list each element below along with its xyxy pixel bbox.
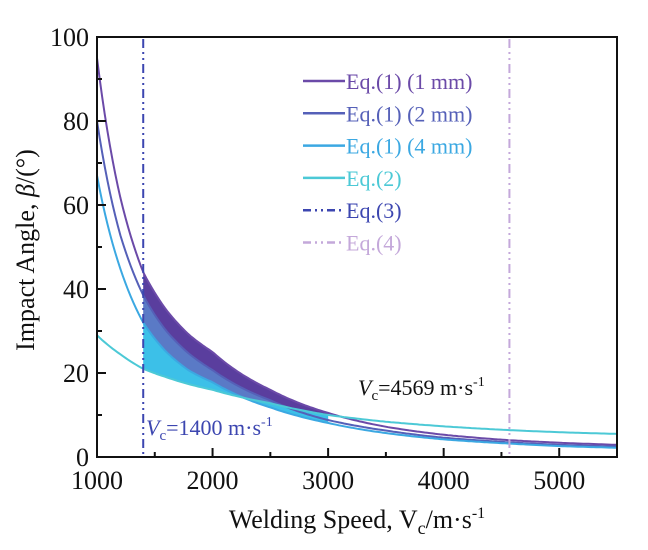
x-tick-label: 2000 xyxy=(187,466,239,495)
legend-item: Eq.(1) (4 mm) xyxy=(303,134,472,159)
x-tick-label: 3000 xyxy=(302,466,354,495)
y-tick-label: 100 xyxy=(50,23,89,52)
series-lines xyxy=(96,57,618,449)
annotation-vc-4569: Vc=4569 m·s-1 xyxy=(358,375,485,404)
legend-item: Eq.(2) xyxy=(303,166,402,191)
x-ticks: 1000 2000 3000 4000 5000 xyxy=(71,448,585,495)
annotation-vc-1400: Vc=1400 m·s-1 xyxy=(146,415,273,444)
x-tick-label: 1000 xyxy=(71,466,123,495)
shaded-band-2 xyxy=(143,295,329,423)
shaded-bands xyxy=(143,272,329,423)
legend-item: Eq.(1) (1 mm) xyxy=(303,69,472,94)
vertical-lines xyxy=(142,39,511,457)
y-tick-label: 40 xyxy=(63,275,89,304)
legend-item: Eq.(4) xyxy=(303,231,402,256)
y-tick-label: 0 xyxy=(76,443,89,472)
legend-label: Eq.(2) xyxy=(346,166,402,191)
y-tick-label: 80 xyxy=(63,107,89,136)
series-line-1 xyxy=(96,57,618,446)
y-ticks: 0 20 40 60 80 100 xyxy=(50,23,106,472)
legend-label: Eq.(1) (4 mm) xyxy=(346,134,472,159)
series-line-3 xyxy=(96,175,618,449)
legend-item: Eq.(3) xyxy=(303,198,402,223)
y-axis-title: Impact Angle, β/(°) xyxy=(11,149,40,351)
legend-item: Eq.(1) (2 mm) xyxy=(303,101,472,126)
series-line-2 xyxy=(96,120,618,448)
shaded-band-3 xyxy=(143,322,329,423)
x-tick-label: 4000 xyxy=(418,466,470,495)
x-axis-title: Welding Speed, Vc/m·s-1 xyxy=(229,505,485,538)
legend-label: Eq.(4) xyxy=(346,231,402,256)
series-line-4 xyxy=(96,334,618,435)
x-tick-label: 5000 xyxy=(533,466,585,495)
legend-label: Eq.(3) xyxy=(346,198,402,223)
y-tick-label: 20 xyxy=(63,359,89,388)
legend-label: Eq.(1) (2 mm) xyxy=(346,101,472,126)
legend: Eq.(1) (1 mm) Eq.(1) (2 mm) Eq.(1) (4 mm) E… xyxy=(303,69,472,256)
y-tick-label: 60 xyxy=(63,191,89,220)
legend-label: Eq.(1) (1 mm) xyxy=(346,69,472,94)
